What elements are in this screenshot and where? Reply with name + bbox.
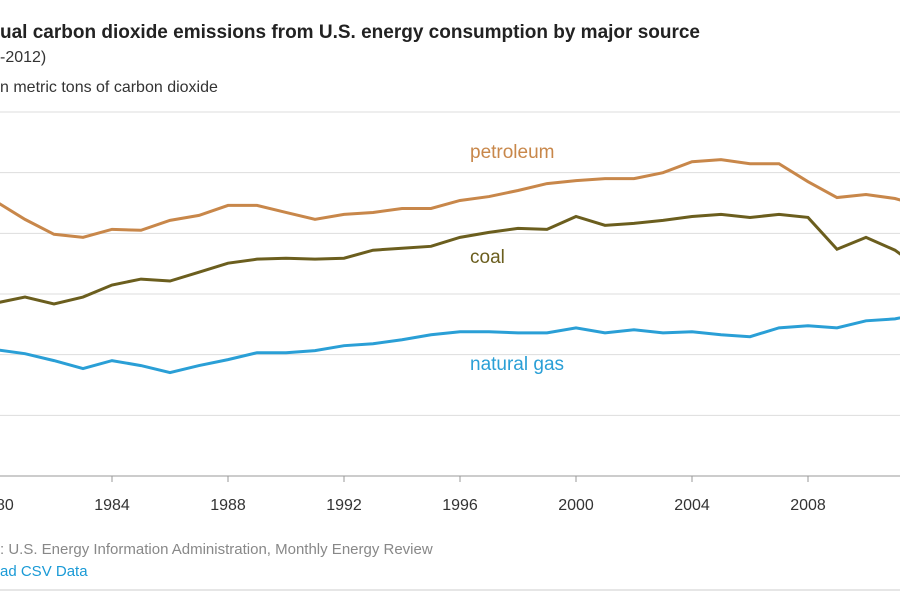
download-link[interactable]: ad CSV Data [0,563,88,580]
x-tick-label: 1988 [210,497,246,514]
data-line [0,316,900,375]
x-tick-label: 2008 [790,497,826,514]
x-tick-label: 1992 [326,497,362,514]
series-label: natural gas [470,354,564,375]
x-tick-label: 1980 [0,497,14,514]
x-tick-label: 1984 [94,497,130,514]
x-tick-label: 2000 [558,497,594,514]
chart-title: ual carbon dioxide emissions from U.S. e… [0,22,700,43]
data-line [0,212,900,306]
data-line [0,158,900,239]
series-label: petroleum [470,142,555,163]
series-label: coal [470,247,505,268]
y-axis-label: n metric tons of carbon dioxide [0,79,218,96]
chart-subtitle: -2012) [0,49,46,66]
source-note: : U.S. Energy Information Administration… [0,541,433,558]
x-tick-label: 2004 [674,497,710,514]
x-tick-label: 1996 [442,497,478,514]
